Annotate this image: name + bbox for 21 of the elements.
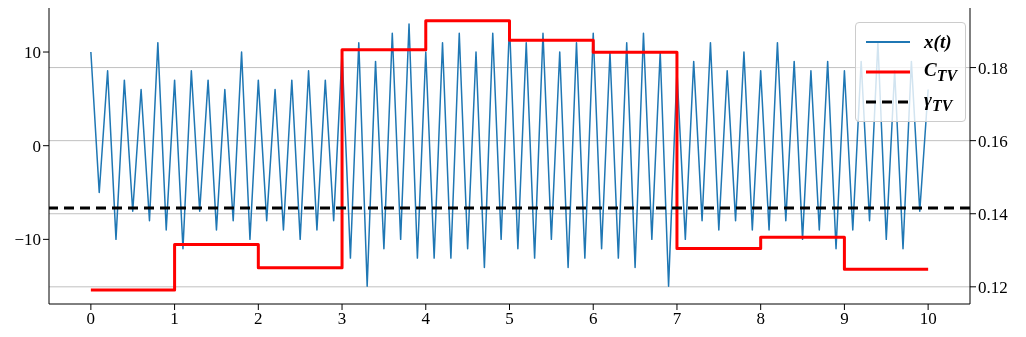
y-tick-label: −10 (14, 230, 41, 250)
x-tick-label: 10 (919, 309, 937, 329)
x-tick-label: 9 (840, 309, 849, 329)
x-tick-label: 4 (421, 309, 431, 329)
legend-label: x(t) (924, 31, 952, 53)
x-tick-label: 0 (86, 309, 96, 329)
y2-tick-label: 0.12 (978, 277, 1008, 297)
x-tick-label: 3 (337, 309, 347, 329)
x-tick-label: 6 (588, 309, 598, 329)
x-tick-label: 5 (505, 309, 514, 329)
legend-label: γ$_{TV}$ (924, 89, 953, 115)
legend-label: C$_{TV}$ (924, 59, 957, 85)
y2-tick-label: 0.16 (978, 131, 1008, 151)
y2-tick-label: 0.18 (978, 58, 1008, 78)
x-tick-label: 8 (756, 309, 765, 329)
y-tick-label: 0 (32, 136, 41, 156)
x-tick-label: 2 (254, 309, 263, 329)
x-tick-label: 7 (672, 309, 682, 329)
y-tick-label: 10 (24, 43, 41, 63)
y2-tick-label: 0.14 (978, 204, 1009, 224)
x-tick-label: 1 (170, 309, 179, 329)
